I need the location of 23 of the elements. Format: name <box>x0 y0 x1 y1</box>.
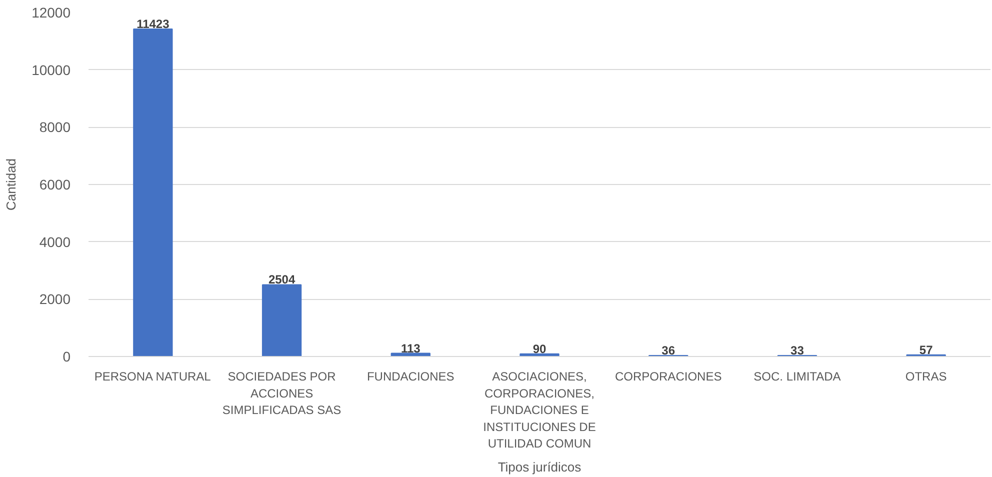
x-tick-label: ASOCIACIONES, CORPORACIONES, FUNDACIONES E INSTITUCIONES DE UTILIDAD COMUN <box>483 370 596 451</box>
x-tick-label: PERSONA NATURAL <box>94 370 212 384</box>
data-label: 90 <box>532 342 546 356</box>
x-axis-title: Tipos jurídicos <box>498 460 582 475</box>
y-tick-label: 2000 <box>39 291 71 308</box>
y-tick-label: 10000 <box>32 62 71 78</box>
data-label: 11423 <box>136 17 170 32</box>
x-tick-label: SOCIEDADES POR ACCIONES SIMPLIFICADAS SAS <box>222 370 342 418</box>
y-axis-title: Cantidad <box>4 158 19 211</box>
y-tick-label: 4000 <box>39 234 71 250</box>
y-tick-label: 6000 <box>39 176 71 192</box>
x-tick-label: FUNDACIONES <box>366 370 454 384</box>
data-label: 2504 <box>268 272 296 287</box>
data-label: 113 <box>400 341 421 356</box>
y-tick-label: 8000 <box>39 119 71 136</box>
x-tick-label: SOC. LIMITADA <box>754 370 841 384</box>
x-tick-label: OTRAS <box>905 370 947 384</box>
data-label: 33 <box>790 344 804 358</box>
data-label: 36 <box>662 343 676 358</box>
y-tick-label: 12000 <box>32 4 71 20</box>
data-label: 57 <box>919 342 934 357</box>
y-tick-label: 0 <box>62 348 71 364</box>
x-tick-label: CORPORACIONES <box>615 370 722 384</box>
